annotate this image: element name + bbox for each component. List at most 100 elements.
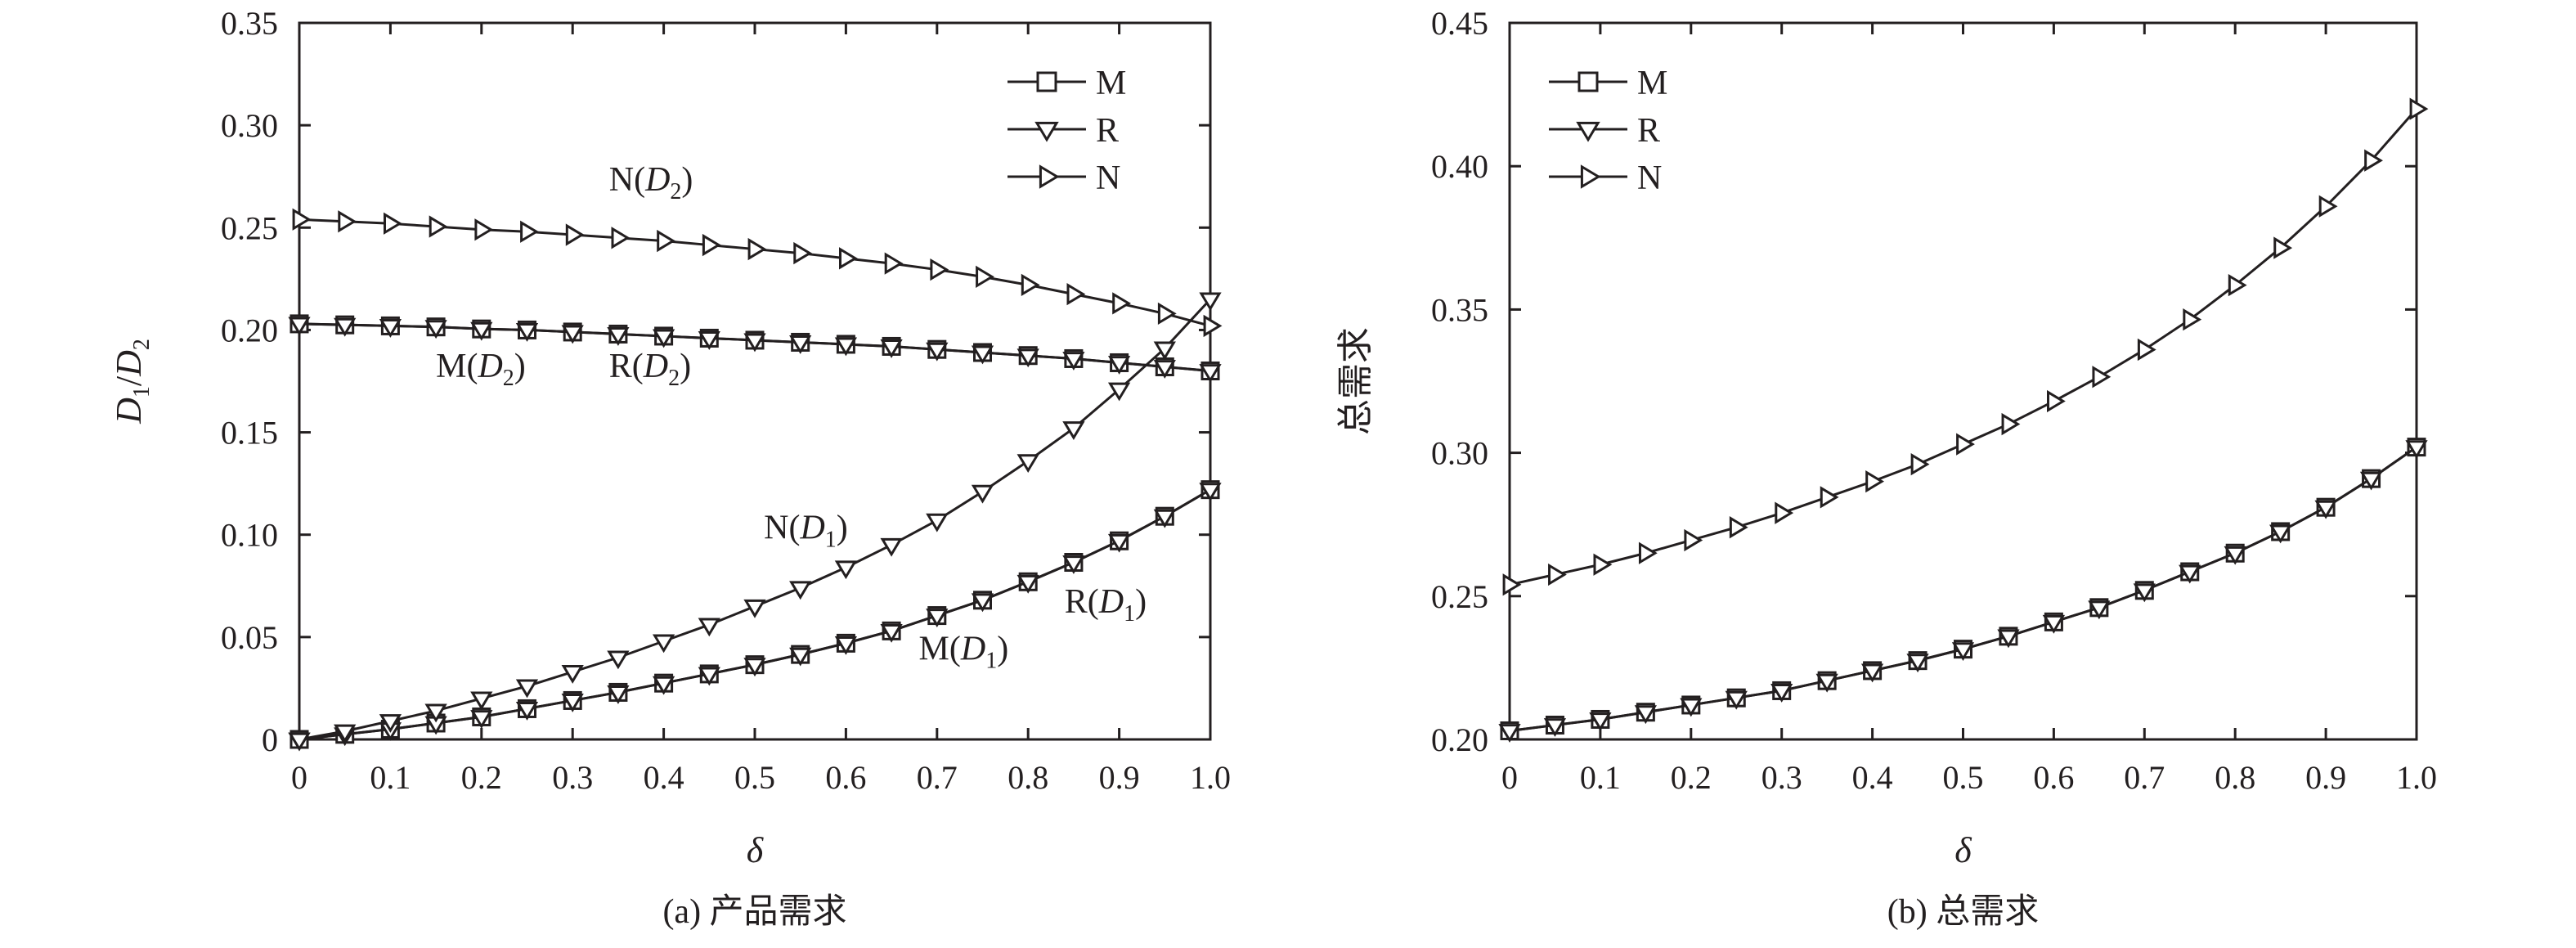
data-point-r (2359, 471, 2383, 491)
legend-marker (1580, 164, 1601, 189)
data-point-n (1502, 573, 1522, 596)
data-point-n (2001, 412, 2021, 436)
data-point-r-d1 (789, 647, 812, 667)
x-tick-label: 0.6 (2033, 759, 2074, 796)
data-point-n (1593, 553, 1613, 576)
data-point-r-d1 (743, 658, 766, 677)
data-point-n-d1 (789, 581, 812, 600)
y-tick-label: 0.45 (1431, 5, 1488, 42)
x-tick-label: 0 (291, 759, 307, 796)
x-tick-label: 0 (1501, 759, 1518, 796)
data-point-n-d2 (1066, 282, 1086, 306)
data-point-n-d2 (384, 212, 402, 235)
x-tick-label: 0.3 (552, 759, 593, 796)
data-point-n (1548, 563, 1567, 586)
data-point-r-d2 (1062, 352, 1085, 371)
annotation: R(D1) (1065, 583, 1147, 627)
x-tick-label: 0.5 (734, 759, 775, 796)
legend-label: M (1096, 65, 1126, 102)
y-tick-label: 0.15 (221, 415, 278, 452)
y-tick-label: 0.35 (221, 5, 278, 42)
data-point-n-d1 (1062, 421, 1085, 440)
data-point-n-d1 (334, 724, 357, 744)
data-point-r (1770, 684, 1793, 703)
data-point-r-d2 (743, 333, 766, 353)
x-tick-label: 0.4 (644, 759, 684, 796)
annotation: M(D2) (436, 348, 526, 391)
legend-marker (1036, 71, 1057, 92)
series-line-r (1509, 446, 2417, 732)
chart-panel-b: 0 0.1 0.2 0.3 0.4 0.5 0.6 0.7 0.8 0.9 1.0 0.20 0.25 0… (1335, 5, 2437, 931)
data-point-n (1820, 486, 1839, 509)
panel-caption: (b) 总需求 (1887, 893, 2039, 931)
data-point-r-d1 (834, 636, 858, 655)
data-point-r-d2 (926, 342, 949, 362)
x-tick-label: 0.1 (370, 759, 411, 796)
data-point-n-d2 (702, 233, 721, 257)
data-point-r (1498, 724, 1521, 743)
data-point-n-d2 (520, 220, 539, 243)
legend-label: M (1637, 65, 1667, 102)
data-point-r (2088, 600, 2111, 620)
data-point-n-d2 (474, 218, 494, 241)
data-point-r (2314, 500, 2337, 519)
data-point-n-d1 (1016, 454, 1039, 474)
x-tick-label: 0.7 (917, 759, 958, 796)
annotation: N(D2) (609, 161, 693, 204)
data-point-r-d1 (1199, 483, 1222, 502)
data-point-r-d1 (607, 685, 630, 704)
panel-caption: (a) 产品需求 (662, 893, 846, 931)
data-point-r-d1 (515, 702, 539, 721)
data-point-r (2179, 564, 2201, 584)
data-point-r-d2 (288, 317, 311, 336)
data-point-r-d1 (926, 609, 949, 628)
x-tick-label: 0.6 (825, 759, 866, 796)
y-tick-label: 0 (262, 721, 278, 758)
x-tick-label: 0.4 (1852, 759, 1893, 796)
data-point-n-d1 (470, 691, 493, 711)
data-point-n-d1 (880, 537, 903, 557)
data-point-n-d1 (424, 703, 447, 723)
x-tick-label: 1.0 (2396, 759, 2437, 796)
data-point-n-d1 (1153, 341, 1176, 361)
data-point-r-d2 (424, 320, 447, 339)
data-point-r-d1 (1062, 555, 1085, 574)
data-point-r (2133, 583, 2156, 603)
data-point-n-d1 (561, 665, 584, 684)
data-point-r (2042, 614, 2066, 634)
data-point-r (1680, 698, 1703, 717)
series-line-n-d2 (298, 218, 1211, 327)
x-axis-label: δ (1954, 830, 1972, 870)
data-point-r (2405, 440, 2428, 460)
data-point-n (1684, 528, 1703, 552)
chart-panel-a: 0 0.1 0.2 0.3 0.4 0.5 0.6 0.7 0.8 0.9 1.0 0 0.05 0.10… (109, 5, 1231, 931)
x-tick-label: 0.7 (2124, 759, 2165, 796)
data-point-r-d1 (1107, 533, 1131, 553)
annotation: R(D2) (609, 348, 691, 391)
legend-marker (1039, 164, 1060, 189)
data-point-r-d1 (561, 694, 584, 712)
data-point-r (2224, 546, 2246, 565)
y-axis-label: D1/D2 (109, 339, 155, 425)
data-point-r-d2 (1199, 364, 1222, 383)
legend-marker (1577, 71, 1599, 92)
data-point-r-d2 (1016, 348, 1039, 368)
data-point-n-d2 (976, 265, 994, 288)
data-point-n (2409, 97, 2429, 120)
data-point-r (1860, 663, 1884, 683)
data-point-n-d1 (515, 679, 539, 699)
data-point-n-d1 (288, 732, 311, 752)
legend-marker (1576, 121, 1600, 142)
y-tick-label: 0.25 (1431, 578, 1488, 615)
x-tick-label: 0.8 (1008, 759, 1048, 796)
data-point-r-d2 (789, 335, 812, 354)
x-tick-label: 0.5 (1943, 759, 1984, 796)
data-point-r-d1 (880, 623, 903, 643)
data-point-n-d1 (743, 599, 766, 618)
data-point-r (1906, 654, 1929, 673)
data-point-r-d2 (334, 317, 357, 337)
x-tick-label: 0.9 (1099, 759, 1140, 796)
legend-label: N (1096, 159, 1120, 197)
y-tick-label: 0.40 (1431, 148, 1488, 185)
data-point-r (1543, 718, 1567, 737)
